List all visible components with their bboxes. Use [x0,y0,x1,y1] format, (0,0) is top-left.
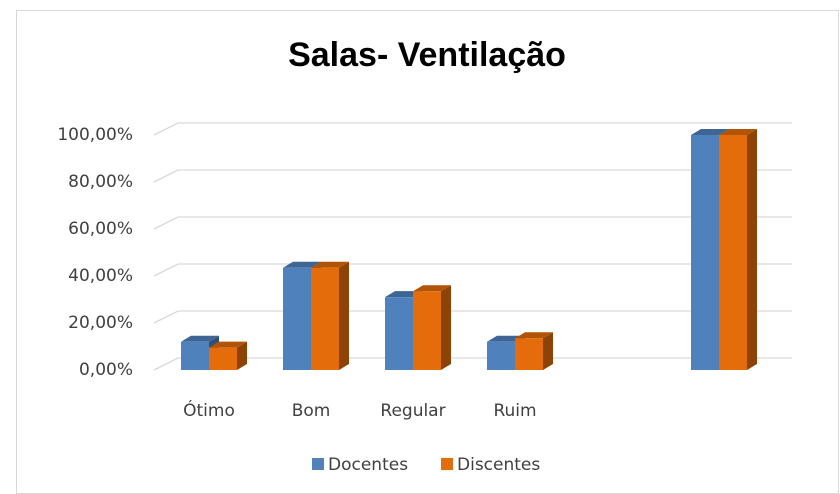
bar-front [311,267,339,370]
bar-top [209,341,247,348]
bar-front [181,341,209,370]
bar [719,129,757,370]
x-tick-label: Ótimo [183,399,235,421]
y-tick-label: 60,00% [68,219,133,239]
bar-top [413,285,451,292]
bar-top [515,332,553,339]
legend-swatch [312,458,324,470]
bar-top [283,261,321,268]
grid-line [153,169,792,183]
bar-side [237,341,247,370]
bar [515,332,553,370]
bar-side [339,261,349,370]
bar-front [719,135,747,370]
x-tick-label: Ruim [493,401,536,421]
bar [209,341,247,370]
bar-top [181,335,219,342]
grid-line [153,357,792,371]
bar-side [543,332,553,370]
legend-swatch [441,458,453,470]
grid-line [153,216,792,230]
x-tick-label: Regular [380,401,445,421]
grid-line [153,310,792,324]
y-tick-label: 20,00% [68,313,133,333]
bar-top [719,129,757,135]
y-tick-label: 40,00% [68,266,133,286]
grid-line [153,122,792,136]
bar-front [283,267,311,370]
bar-side [747,129,757,370]
y-tick-label: 100,00% [57,125,133,145]
bar-front [691,135,719,370]
bar [311,261,349,370]
bar-front [385,297,413,370]
legend-label: Docentes [328,455,408,475]
bar-top [311,261,349,268]
bar-side [441,285,451,370]
bar-front [413,291,441,370]
x-tick-label: Bom [292,401,331,421]
y-tick-label: 80,00% [68,172,133,192]
legend-label: Discentes [457,455,540,475]
bar-top [691,129,729,135]
y-tick-label: 0,00% [79,360,133,380]
bar-front [209,347,237,370]
grid-line [153,263,792,277]
bar-front [487,341,515,370]
bar [413,285,451,370]
chart-title: Salas- Ventilação [288,36,566,74]
bar-front [515,338,543,370]
